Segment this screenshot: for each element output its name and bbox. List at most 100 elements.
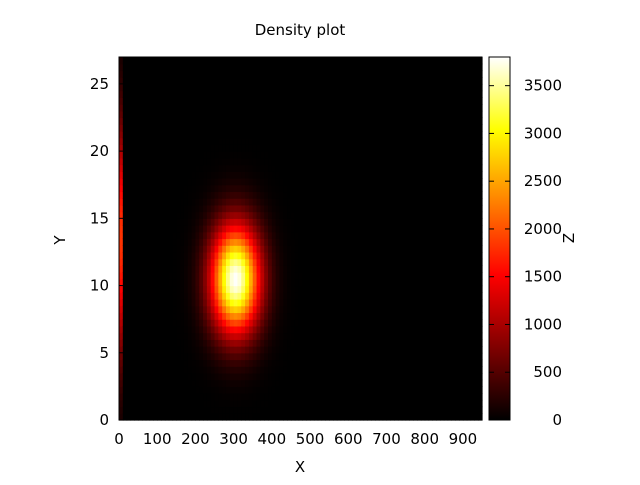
heatmap-cell: [138, 319, 143, 327]
heatmap-cell: [306, 178, 311, 186]
heatmap-cell: [218, 77, 223, 85]
heatmap-cell: [161, 184, 166, 193]
heatmap-cell: [187, 137, 193, 145]
heatmap-cell: [126, 184, 132, 193]
heatmap-cell: [332, 184, 338, 193]
heatmap-cell: [122, 413, 128, 421]
heatmap-cell: [183, 83, 189, 92]
heatmap-cell: [332, 97, 338, 105]
heatmap-cell: [344, 70, 349, 78]
heatmap-cell: [428, 77, 433, 85]
heatmap-cell: [455, 151, 460, 159]
heatmap-cell: [290, 204, 296, 213]
heatmap-cell: [348, 238, 353, 246]
heatmap-cell: [352, 366, 357, 374]
heatmap-cell: [359, 332, 365, 340]
heatmap-cell: [382, 77, 388, 85]
heatmap-cell: [183, 339, 189, 347]
heatmap-cell: [279, 372, 284, 381]
heatmap-cell: [294, 171, 300, 179]
heatmap-cell: [443, 70, 449, 78]
heatmap-cell: [287, 204, 292, 213]
heatmap-cell: [149, 57, 154, 65]
heatmap-cell: [153, 372, 158, 381]
heatmap-cell: [241, 171, 246, 179]
heatmap-cell: [256, 204, 261, 213]
heatmap-cell: [245, 83, 250, 92]
heatmap-cell: [233, 366, 239, 374]
heatmap-cell: [229, 90, 235, 98]
heatmap-cell: [447, 191, 453, 199]
heatmap-cell: [214, 393, 219, 401]
heatmap-cell: [432, 305, 437, 314]
heatmap-cell: [371, 399, 376, 408]
heatmap-cell: [378, 339, 384, 347]
heatmap-cell: [340, 57, 346, 65]
heatmap-cell: [141, 319, 147, 327]
heatmap-cell: [401, 191, 407, 199]
heatmap-cell: [119, 312, 124, 320]
heatmap-cell: [317, 144, 323, 152]
heatmap-cell: [187, 339, 193, 347]
heatmap-cell: [229, 285, 235, 293]
heatmap-cell: [214, 292, 219, 300]
heatmap-cell: [176, 245, 181, 253]
heatmap-cell: [424, 204, 430, 213]
heatmap-cell: [134, 245, 139, 253]
heatmap-cell: [401, 413, 407, 421]
heatmap-cell: [325, 305, 330, 314]
heatmap-cell: [210, 346, 216, 354]
heatmap-cell: [245, 191, 250, 199]
heatmap-cell: [229, 278, 235, 287]
heatmap-cell: [413, 57, 418, 65]
heatmap-cell: [248, 204, 254, 213]
heatmap-cell: [424, 413, 430, 421]
heatmap-cell: [122, 393, 128, 401]
heatmap-cell: [382, 211, 388, 219]
heatmap-cell: [206, 312, 212, 320]
heatmap-cell: [199, 110, 204, 119]
heatmap-cell: [428, 238, 433, 246]
heatmap-cell: [302, 319, 307, 327]
heatmap-cell: [375, 245, 380, 253]
heatmap-cell: [439, 305, 445, 314]
heatmap-cell: [287, 399, 292, 408]
heatmap-cell: [329, 90, 334, 98]
heatmap-cell: [264, 272, 269, 280]
heatmap-cell: [138, 278, 143, 287]
heatmap-cell: [187, 204, 193, 213]
heatmap-cell: [283, 204, 288, 213]
heatmap-cell: [195, 77, 200, 85]
heatmap-cell: [199, 292, 204, 300]
heatmap-cell: [245, 238, 250, 246]
heatmap-cell: [264, 372, 269, 381]
heatmap-cell: [348, 83, 353, 92]
heatmap-cell: [306, 393, 311, 401]
heatmap-cell: [332, 278, 338, 287]
heatmap-cell: [466, 406, 472, 414]
heatmap-cell: [168, 151, 174, 159]
heatmap-cell: [359, 359, 365, 367]
heatmap-cell: [401, 312, 407, 320]
heatmap-cell: [371, 178, 376, 186]
heatmap-cell: [306, 366, 311, 374]
heatmap-cell: [233, 151, 239, 159]
heatmap-cell: [417, 137, 422, 145]
heatmap-cell: [199, 178, 204, 186]
heatmap-cell: [294, 198, 300, 206]
heatmap-cell: [275, 251, 281, 260]
heatmap-cell: [443, 124, 449, 132]
heatmap-cell: [359, 57, 365, 65]
heatmap-cell: [153, 110, 158, 119]
heatmap-cell: [470, 339, 475, 347]
heatmap-cell: [459, 70, 464, 78]
heatmap-cell: [302, 386, 307, 394]
heatmap-cell: [279, 83, 284, 92]
heatmap-cell: [233, 110, 239, 119]
heatmap-cell: [264, 70, 269, 78]
heatmap-cell: [348, 104, 353, 112]
heatmap-cell: [371, 312, 376, 320]
heatmap-cell: [344, 191, 349, 199]
heatmap-cell: [386, 77, 391, 85]
heatmap-cell: [424, 231, 430, 240]
